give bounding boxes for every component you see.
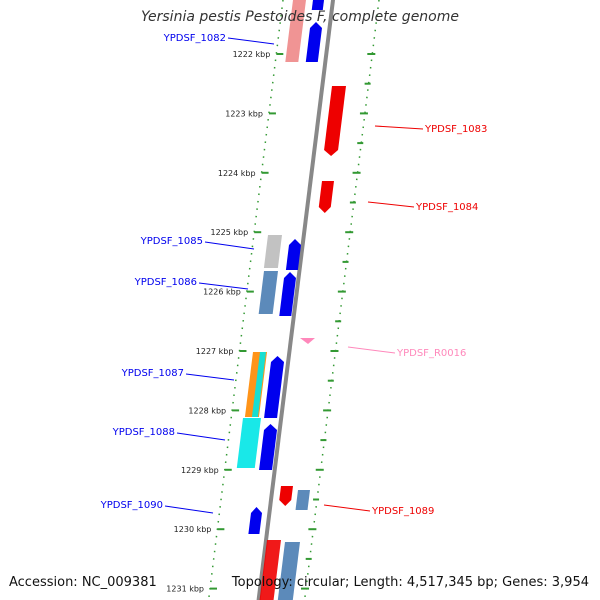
leader-line-ypdsf-1089 [323, 504, 371, 512]
tick-label: 1229 kbp [181, 466, 219, 475]
left-lane-boundary [207, 0, 284, 600]
gene-arrow-ypdsf-1087 [264, 356, 284, 418]
gene-arrow-ypdsf-1085 [285, 239, 301, 270]
genome-title: Yersinia pestis Pestoides F, complete ge… [141, 9, 459, 25]
cds-block [258, 271, 278, 314]
gene-arrow-ypdsf-1086 [279, 272, 296, 316]
gene-label-ypdsf-1084: YPDSF_1084 [415, 202, 478, 213]
gene-label-ypdsf-1082: YPDSF_1082 [163, 33, 226, 44]
leader-line-ypdsf-1088 [176, 432, 226, 441]
gene-label-ypdsf-1085: YPDSF_1085 [140, 236, 203, 247]
tick-label: 1225 kbp [211, 228, 249, 237]
accession-label: Accession: NC_009381 [9, 575, 157, 590]
cds-block [295, 490, 310, 510]
gene-arrow-ypdsf-1090 [248, 507, 262, 534]
backbone-line [256, 0, 336, 600]
gene-label-ypdsf-1087: YPDSF_1087 [121, 368, 184, 379]
gene-label-ypdsf-1090: YPDSF_1090 [100, 500, 163, 511]
cds-block [259, 540, 281, 600]
gene-label-ypdsf-1089: YPDSF_1089 [371, 506, 434, 517]
leader-line-ypdsf-r0016 [347, 346, 396, 354]
gene-arrow-ypdsf-1089 [279, 486, 293, 506]
tick-label: 1231 kbp [166, 585, 204, 594]
cds-block [236, 418, 261, 468]
tick-label: 1222 kbp [233, 50, 271, 59]
gene-label-ypdsf-r0016: YPDSF_R0016 [396, 348, 466, 359]
leader-line-ypdsf-1083 [374, 125, 424, 130]
gene-arrow-ypdsf-1083 [324, 86, 346, 156]
leader-line-ypdsf-1090 [164, 505, 214, 514]
gene-arrow-ypdsf-1082 [305, 22, 322, 62]
cds-block [285, 0, 306, 62]
gene-label-ypdsf-1086: YPDSF_1086 [134, 277, 197, 288]
gene-arrow-ypdsf-1084 [318, 181, 334, 213]
cds-block [263, 235, 282, 268]
cds-block [251, 352, 266, 417]
gene-label-ypdsf-1083: YPDSF_1083 [424, 124, 487, 135]
tick-label: 1230 kbp [174, 525, 212, 534]
leader-line-ypdsf-1085 [204, 241, 255, 250]
leader-line-ypdsf-1084 [367, 201, 415, 208]
tick-label: 1227 kbp [196, 347, 234, 356]
leader-line-ypdsf-1082 [227, 37, 275, 45]
gene-label-ypdsf-1088: YPDSF_1088 [112, 427, 175, 438]
genome-summary: Topology: circular; Length: 4,517,345 bp… [231, 575, 589, 590]
cds-block [277, 542, 300, 600]
rna-marker-ypdsf-r0016 [300, 338, 315, 344]
leader-line-ypdsf-1086 [198, 282, 249, 290]
gene-arrow-ypdsf-1088 [259, 424, 277, 470]
tick-label: 1226 kbp [203, 288, 241, 297]
tick-label: 1228 kbp [188, 406, 226, 415]
tick-label: 1223 kbp [225, 109, 263, 118]
gene-arrow [311, 0, 324, 10]
leader-line-ypdsf-1087 [185, 373, 235, 381]
tick-label: 1224 kbp [218, 169, 256, 178]
